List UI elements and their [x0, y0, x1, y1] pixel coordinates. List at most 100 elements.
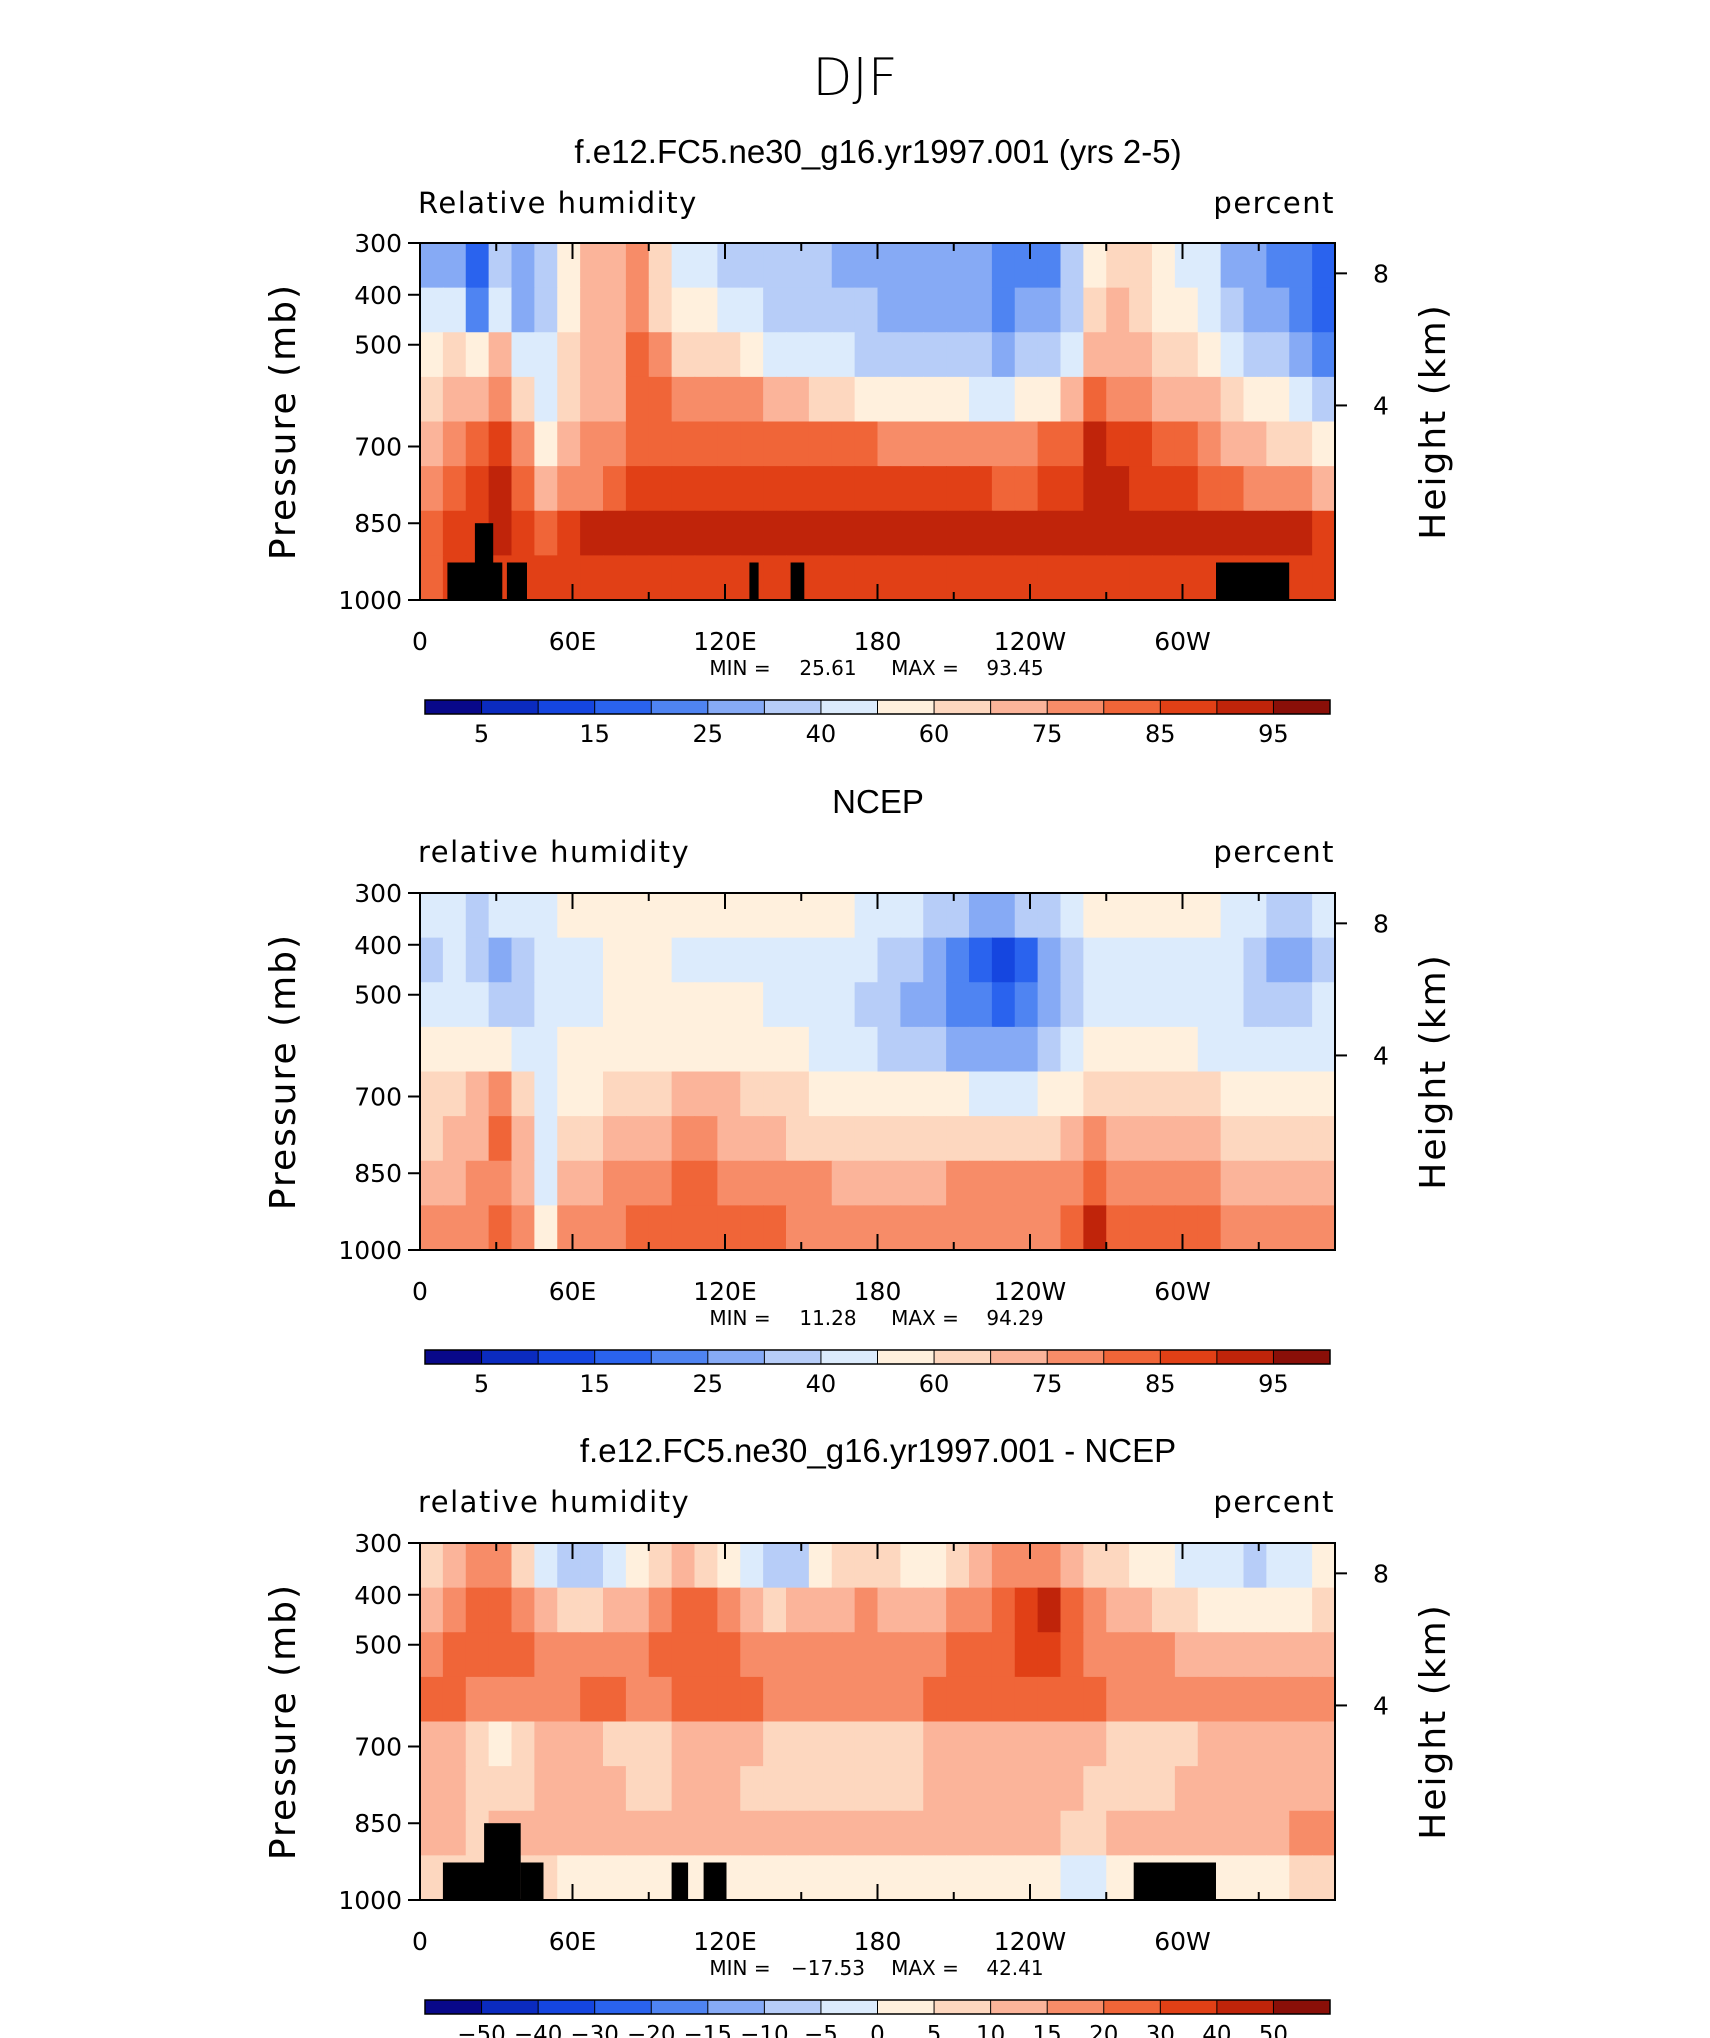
- heatmap-cell: [877, 510, 902, 557]
- heatmap-cell: [648, 1721, 673, 1767]
- heatmap-cell: [420, 1205, 444, 1250]
- heatmap-cell: [991, 1810, 1016, 1857]
- heatmap-cell: [648, 1116, 673, 1162]
- heatmap-cell: [717, 466, 742, 512]
- terrain-mask: [474, 523, 494, 600]
- heatmap-cell: [442, 376, 467, 423]
- heatmap-cell: [557, 1855, 581, 1900]
- heatmap-cell: [557, 1071, 581, 1117]
- heatmap-cell: [717, 982, 742, 1028]
- heatmap-cell: [420, 1160, 444, 1207]
- heatmap-cell: [969, 1026, 993, 1073]
- colorbar-swatch: [1160, 2000, 1218, 2014]
- y-tick-label: 400: [354, 931, 402, 960]
- heatmap-cell: [488, 1026, 513, 1073]
- heatmap-cell: [511, 287, 536, 334]
- heatmap-cell: [511, 1632, 536, 1678]
- heatmap-cell: [740, 982, 764, 1028]
- heatmap-cell: [1106, 1587, 1130, 1634]
- heatmap-cell: [900, 421, 925, 467]
- heatmap-cell: [1312, 1205, 1335, 1250]
- heatmap-cell: [1289, 421, 1313, 467]
- heatmap-cell: [648, 1160, 673, 1207]
- heatmap-cell: [511, 893, 536, 939]
- heatmap-cell: [1174, 893, 1199, 939]
- heatmap-cell: [900, 893, 925, 939]
- heatmap-cell: [877, 893, 902, 939]
- heatmap-cell: [854, 466, 879, 512]
- y-right-tick-label: 4: [1373, 1691, 1389, 1720]
- heatmap-cell: [1289, 1116, 1313, 1162]
- y-right-tick-label: 8: [1373, 259, 1389, 288]
- heatmap-cell: [557, 1026, 581, 1073]
- heatmap-cell: [854, 1721, 879, 1767]
- heatmap-cell: [603, 1543, 627, 1589]
- heatmap-cell: [1129, 1160, 1153, 1207]
- heatmap-cell: [991, 376, 1016, 423]
- heatmap-cell: [831, 1810, 856, 1857]
- heatmap-cell: [1312, 510, 1335, 557]
- heatmap-cell: [946, 937, 970, 984]
- heatmap-cell: [648, 1810, 673, 1857]
- heatmap-cell: [1243, 287, 1268, 334]
- heatmap-cell: [420, 1766, 444, 1812]
- heatmap-cell: [1174, 510, 1199, 557]
- heatmap-cell: [854, 421, 879, 467]
- colorbar-label: 15: [579, 1370, 610, 1398]
- heatmap-cell: [763, 1855, 787, 1900]
- heatmap-cell: [1243, 1632, 1268, 1678]
- heatmap-cell: [900, 466, 925, 512]
- min-label: MIN =: [709, 656, 770, 680]
- heatmap-cell: [442, 982, 467, 1028]
- heatmap-cell: [717, 1160, 742, 1207]
- heatmap-cell: [786, 1766, 810, 1812]
- colorbar-label: 40: [806, 1370, 837, 1398]
- colorbar-swatch: [538, 1350, 596, 1364]
- heatmap-cell: [1129, 1766, 1153, 1812]
- heatmap-cell: [717, 1587, 742, 1634]
- heatmap-cell: [900, 1632, 925, 1678]
- heatmap-cell: [465, 982, 490, 1028]
- heatmap-cell: [854, 1205, 879, 1250]
- heatmap-cell: [534, 555, 559, 600]
- heatmap-cell: [1312, 1543, 1335, 1589]
- heatmap-cell: [1312, 1721, 1335, 1767]
- heatmap-cell: [1037, 1026, 1062, 1073]
- heatmap-cell: [511, 1205, 536, 1250]
- heatmap-cell: [1060, 1587, 1085, 1634]
- heatmap-cell: [1266, 1205, 1291, 1250]
- heatmap-cell: [442, 1205, 467, 1250]
- heatmap-cell: [1243, 982, 1268, 1028]
- heatmap-cell: [648, 1071, 673, 1117]
- heatmap-cell: [1152, 1160, 1176, 1207]
- heatmap-cell: [671, 376, 696, 423]
- heatmap-cell: [854, 287, 879, 334]
- heatmap-cell: [465, 1766, 490, 1812]
- heatmap-cell: [969, 1587, 993, 1634]
- heatmap-cell: [557, 243, 581, 289]
- heatmap-cell: [625, 1810, 650, 1857]
- heatmap-cell: [1266, 1160, 1291, 1207]
- heatmap-cell: [488, 1766, 513, 1812]
- colorbar-swatch: [934, 1350, 992, 1364]
- heatmap-cell: [877, 1632, 902, 1678]
- heatmap-cell: [580, 1160, 604, 1207]
- heatmap-cell: [603, 1205, 627, 1250]
- heatmap-cell: [1037, 1766, 1062, 1812]
- heatmap-cell: [420, 1855, 444, 1900]
- heatmap-cell: [763, 1205, 787, 1250]
- heatmap-cell: [854, 332, 879, 378]
- terrain-mask: [506, 562, 527, 600]
- heatmap-cell: [1197, 1026, 1222, 1073]
- heatmap-cell: [511, 1026, 536, 1073]
- heatmap-cell: [648, 1026, 673, 1073]
- heatmap-cell: [717, 555, 742, 600]
- heatmap-cell: [808, 1810, 833, 1857]
- heatmap-cell: [808, 1116, 833, 1162]
- heatmap-cell: [831, 1543, 856, 1589]
- heatmap-cell: [625, 1071, 650, 1117]
- heatmap-cell: [946, 376, 970, 423]
- heatmap-cell: [923, 332, 947, 378]
- heatmap-cell: [831, 1676, 856, 1723]
